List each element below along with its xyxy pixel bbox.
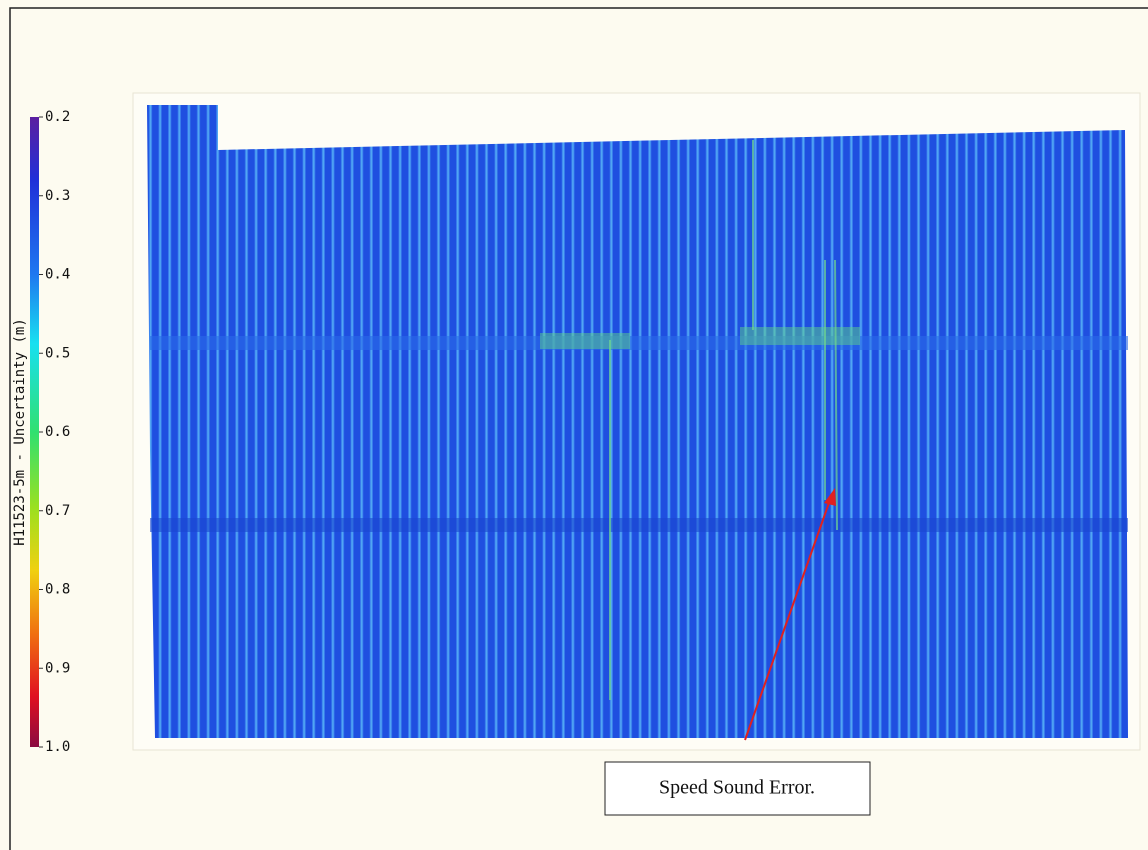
- colorbar-tick-label: 0.7: [45, 503, 70, 519]
- colorbar: [30, 117, 39, 747]
- annotation: Speed Sound Error.: [659, 777, 815, 799]
- screenshot: Speed Sound Error. H11523-5m - Uncertain…: [0, 0, 1148, 850]
- colorbar-tick-label: 0.3: [45, 188, 70, 204]
- seam: [150, 518, 1128, 532]
- uncertainty-surface: [147, 105, 1128, 738]
- colorbar-tick-label: 0.8: [45, 582, 70, 598]
- colorbar-title: H11523-5m - Uncertainty (m): [12, 318, 28, 546]
- high-uncertainty: [740, 327, 860, 345]
- seam: [150, 336, 1128, 350]
- colorbar-tick-label: 0.4: [45, 267, 70, 283]
- colorbar-tick-label: 0.9: [45, 660, 70, 676]
- colorbar-tick-label: 1.0: [45, 739, 70, 755]
- colorbar-tick-label: 0.2: [45, 109, 70, 125]
- colorbar-tick-label: 0.5: [45, 345, 70, 361]
- colorbar-tick-label: 0.6: [45, 424, 70, 440]
- high-uncertainty: [540, 333, 630, 349]
